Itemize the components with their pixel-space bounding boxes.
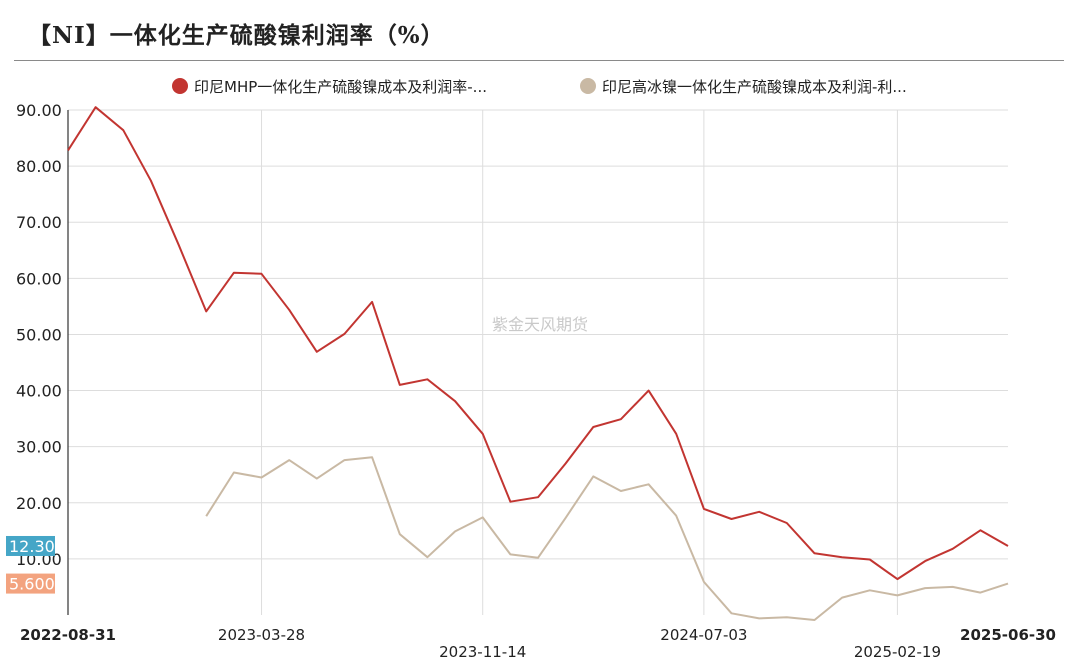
- y-tick-label: 50.00: [16, 325, 62, 344]
- y-tick-label: 80.00: [16, 157, 62, 176]
- legend: 印尼MHP一体化生产硫酸镍成本及利润率-... 印尼高冰镍一体化生产硫酸镍成本及利…: [172, 78, 907, 96]
- last-value-badge-2: [6, 573, 55, 594]
- x-tick-label: 2023-03-28: [218, 626, 305, 644]
- y-tick-label: 90.00: [16, 101, 62, 120]
- series-line-1: [67, 106, 1009, 581]
- x-tick-label: 2022-08-31: [20, 626, 116, 644]
- legend-marker-2[interactable]: [580, 78, 596, 94]
- y-tick-label: 30.00: [16, 438, 62, 457]
- legend-label-1[interactable]: 印尼MHP一体化生产硫酸镍成本及利润率-...: [194, 78, 487, 96]
- chart-title: 【NI】一体化生产硫酸镍利润率（%）: [28, 22, 445, 49]
- legend-marker-1[interactable]: [172, 78, 188, 94]
- axes: 10.0020.0030.0040.0050.0060.0070.0080.00…: [16, 101, 1056, 661]
- watermark-text: 紫金天风期货: [492, 315, 588, 334]
- x-tick-label: 2023-11-14: [439, 643, 526, 661]
- last-value-badges: 12.30 5.600: [6, 535, 55, 594]
- y-tick-label: 70.00: [16, 213, 62, 232]
- x-tick-label: 2025-06-30: [960, 626, 1056, 644]
- series-lines: [67, 106, 1009, 621]
- x-tick-label: 2025-02-19: [854, 643, 941, 661]
- y-tick-label: 60.00: [16, 269, 62, 288]
- last-value-label-1: 12.30: [9, 537, 55, 556]
- y-tick-label: 20.00: [16, 494, 62, 513]
- title-divider: [14, 60, 1064, 61]
- x-tick-label: 2024-07-03: [660, 626, 747, 644]
- last-value-label-2: 5.600: [9, 575, 55, 594]
- last-value-badge-1: [6, 535, 55, 556]
- series-line-2: [205, 456, 1009, 621]
- legend-label-2[interactable]: 印尼高冰镍一体化生产硫酸镍成本及利润-利...: [602, 78, 907, 96]
- grid-lines: [68, 109, 1008, 615]
- y-tick-label: 40.00: [16, 382, 62, 401]
